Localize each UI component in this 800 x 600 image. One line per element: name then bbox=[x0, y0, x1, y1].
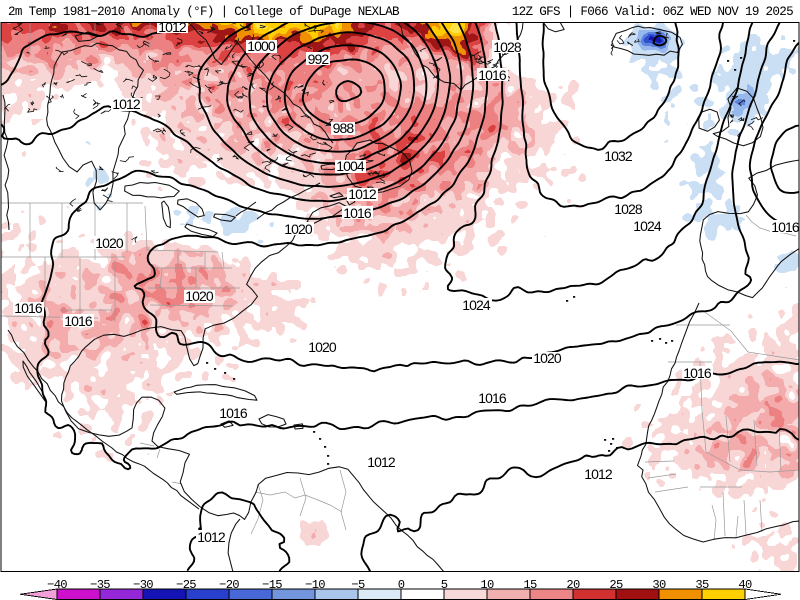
svg-text:1020: 1020 bbox=[284, 221, 313, 237]
svg-text:1020: 1020 bbox=[308, 339, 337, 355]
svg-text:1020: 1020 bbox=[185, 288, 214, 304]
svg-text:1016: 1016 bbox=[14, 300, 43, 316]
svg-text:1032: 1032 bbox=[604, 148, 633, 164]
svg-text:−30: −30 bbox=[133, 578, 153, 592]
svg-text:1012: 1012 bbox=[348, 186, 377, 202]
svg-text:30: 30 bbox=[652, 578, 666, 592]
svg-text:12Z GFS | F066 Valid: 06Z WED: 12Z GFS | F066 Valid: 06Z WED NOV 19 202… bbox=[512, 5, 793, 19]
svg-text:20: 20 bbox=[566, 578, 580, 592]
svg-text:35: 35 bbox=[695, 578, 709, 592]
svg-text:1012: 1012 bbox=[584, 466, 613, 482]
svg-text:1016: 1016 bbox=[771, 219, 800, 235]
svg-text:40: 40 bbox=[738, 578, 752, 592]
svg-text:2m Temp 1981−2010 Anomaly (°F): 2m Temp 1981−2010 Anomaly (°F) | College… bbox=[8, 5, 400, 19]
svg-text:1012: 1012 bbox=[112, 96, 141, 112]
svg-text:−10: −10 bbox=[305, 578, 325, 592]
svg-text:988: 988 bbox=[333, 120, 355, 136]
svg-text:−40: −40 bbox=[47, 578, 67, 592]
svg-text:1016: 1016 bbox=[478, 67, 507, 83]
svg-text:−25: −25 bbox=[176, 578, 196, 592]
svg-text:1004: 1004 bbox=[336, 158, 365, 174]
svg-text:1012: 1012 bbox=[197, 529, 226, 545]
svg-text:1016: 1016 bbox=[219, 405, 248, 421]
svg-text:5: 5 bbox=[441, 578, 448, 592]
svg-text:−20: −20 bbox=[219, 578, 239, 592]
svg-text:1020: 1020 bbox=[533, 350, 562, 366]
svg-text:1016: 1016 bbox=[343, 205, 372, 221]
svg-text:1012: 1012 bbox=[367, 454, 396, 470]
svg-text:1012: 1012 bbox=[158, 19, 187, 35]
svg-text:992: 992 bbox=[308, 51, 330, 67]
svg-text:−5: −5 bbox=[351, 578, 365, 592]
svg-text:1024: 1024 bbox=[633, 218, 662, 234]
svg-text:1024: 1024 bbox=[462, 297, 491, 313]
svg-text:15: 15 bbox=[523, 578, 537, 592]
svg-text:−35: −35 bbox=[90, 578, 110, 592]
svg-text:1028: 1028 bbox=[493, 39, 522, 55]
svg-text:1028: 1028 bbox=[614, 201, 643, 217]
svg-text:1020: 1020 bbox=[95, 235, 124, 251]
svg-text:1000: 1000 bbox=[247, 38, 276, 54]
svg-text:10: 10 bbox=[480, 578, 494, 592]
svg-text:−15: −15 bbox=[262, 578, 282, 592]
svg-text:0: 0 bbox=[398, 578, 405, 592]
svg-text:1016: 1016 bbox=[478, 390, 507, 406]
svg-text:1016: 1016 bbox=[64, 313, 93, 329]
svg-text:25: 25 bbox=[609, 578, 623, 592]
svg-text:1016: 1016 bbox=[683, 365, 712, 381]
